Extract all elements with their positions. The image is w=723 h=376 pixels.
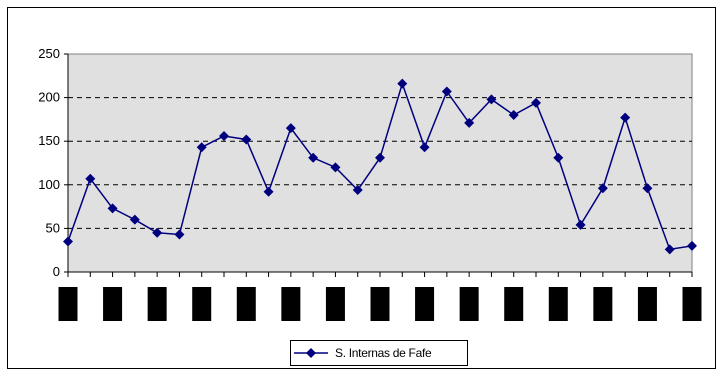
x-tick-label-redacted — [459, 287, 479, 321]
x-tick-label-redacted — [325, 287, 345, 321]
data-point — [642, 183, 653, 194]
data-point — [508, 110, 519, 121]
legend: S. Internas de Fafe — [290, 340, 468, 366]
x-tick-label-redacted — [103, 287, 123, 321]
data-point — [308, 152, 319, 163]
x-tick-label-redacted — [192, 287, 212, 321]
y-tick-label: 250 — [38, 46, 60, 61]
legend-label: S. Internas de Fafe — [335, 346, 432, 360]
x-tick-label-redacted — [415, 287, 435, 321]
data-point — [397, 78, 408, 89]
data-point — [464, 117, 475, 128]
x-tick-label-redacted — [593, 287, 613, 321]
data-point — [152, 227, 163, 238]
x-tick-label-redacted — [147, 287, 167, 321]
data-point — [687, 240, 697, 251]
data-point — [174, 229, 185, 240]
data-point — [352, 185, 363, 196]
x-tick-label-redacted — [637, 287, 657, 321]
data-point — [285, 123, 296, 134]
y-tick-label: 150 — [38, 133, 60, 148]
y-tick-label: 100 — [38, 177, 60, 192]
data-point — [375, 152, 385, 163]
data-point — [263, 186, 274, 197]
data-point — [664, 244, 675, 255]
y-tick-label: 50 — [46, 220, 60, 235]
x-tick-label-redacted — [682, 287, 702, 321]
x-tick-label-redacted — [58, 287, 78, 321]
data-point — [107, 203, 118, 214]
x-tick-label-redacted — [236, 287, 256, 321]
data-point — [219, 130, 229, 141]
x-tick-label-redacted — [548, 287, 568, 321]
data-point — [129, 214, 140, 225]
data-point — [419, 142, 430, 153]
data-point — [85, 173, 96, 184]
legend-swatch — [294, 348, 328, 358]
data-point — [330, 162, 341, 173]
data-point — [553, 152, 564, 163]
x-tick-label-redacted — [504, 287, 524, 321]
data-point — [531, 97, 541, 108]
data-point — [241, 134, 252, 145]
data-point — [63, 236, 73, 247]
y-tick-label: 0 — [53, 264, 60, 279]
data-point — [441, 86, 452, 97]
data-point — [196, 142, 207, 153]
plot-area — [67, 53, 693, 273]
y-tick-label: 200 — [38, 90, 60, 105]
data-point — [486, 94, 497, 105]
data-point — [620, 112, 631, 123]
x-tick-label-redacted — [281, 287, 301, 321]
x-tick-label-redacted — [370, 287, 390, 321]
data-point — [597, 183, 608, 194]
data-point — [575, 219, 586, 230]
